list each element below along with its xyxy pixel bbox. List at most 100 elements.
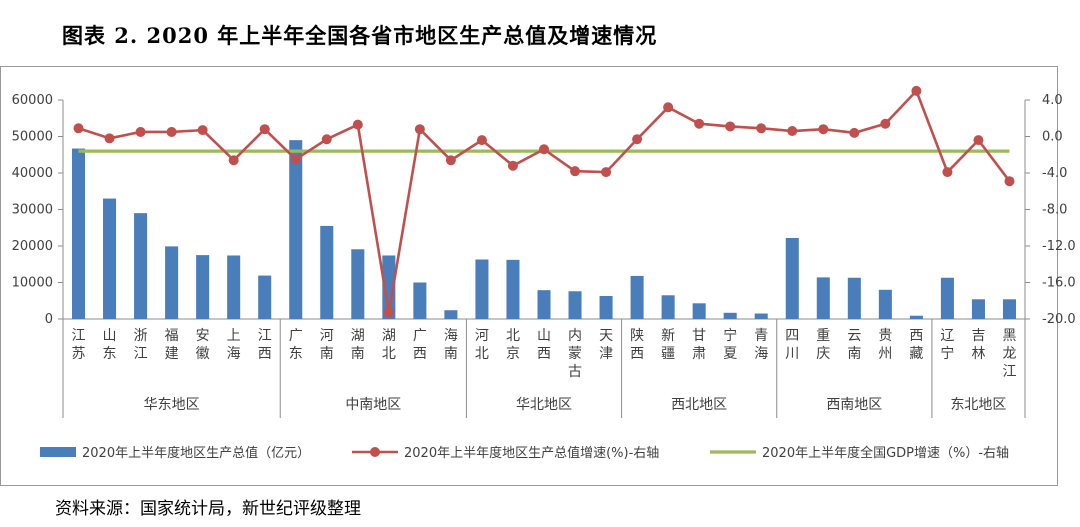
- growth-point-辽宁: [942, 167, 953, 178]
- bar-广东: [289, 140, 303, 319]
- growth-point-宁夏: [725, 121, 736, 132]
- category-label-河南: 河南: [320, 328, 334, 362]
- bar-海南: [444, 310, 458, 319]
- growth-point-四川: [787, 126, 798, 137]
- bar-河南: [320, 225, 334, 319]
- category-label-天津: 天津: [599, 328, 613, 362]
- category-label-上海: 上海: [227, 328, 241, 362]
- bar-河北: [475, 259, 489, 319]
- growth-point-湖北: [383, 307, 394, 318]
- bar-四川: [785, 237, 799, 319]
- category-label-河北: 河北: [475, 328, 489, 362]
- category-label-四川: 四川: [785, 328, 799, 362]
- bar-辽宁: [940, 277, 954, 319]
- bar-上海: [227, 255, 241, 319]
- group-label-华北地区: 华北地区: [516, 397, 572, 413]
- category-label-西藏: 西藏: [909, 328, 923, 362]
- legend-swatch-gdp-value: [40, 447, 76, 457]
- bar-广西: [413, 282, 427, 319]
- category-label-江苏: 江苏: [72, 328, 86, 362]
- bar-福建: [165, 246, 179, 319]
- bar-安徽: [196, 255, 210, 319]
- category-label-江西: 江西: [258, 328, 272, 362]
- category-label-北京: 北京: [506, 328, 520, 362]
- category-label-贵州: 贵州: [878, 328, 892, 362]
- growth-point-河南: [321, 134, 332, 145]
- left-tick-label: 10000: [12, 276, 53, 291]
- growth-point-云南: [849, 127, 860, 138]
- left-tick-label: 50000: [12, 130, 53, 145]
- category-label-重庆: 重庆: [816, 328, 830, 362]
- growth-point-青海: [756, 123, 767, 134]
- growth-point-天津: [601, 167, 612, 178]
- bar-宁夏: [723, 312, 737, 319]
- category-label-海南: 海南: [444, 328, 458, 362]
- category-label-山东: 山东: [103, 328, 117, 362]
- bar-北京: [506, 259, 520, 319]
- legend-label-national-growth: 2020年上半年度全国GDP增速（%）-右轴: [762, 445, 1009, 461]
- right-tick-label: -4.0: [1042, 166, 1067, 181]
- growth-point-浙江: [135, 126, 146, 137]
- left-tick-label: 40000: [12, 166, 53, 181]
- bar-浙江: [134, 213, 148, 319]
- bar-新疆: [661, 295, 675, 319]
- category-label-湖北: 湖北: [382, 328, 396, 362]
- growth-point-江西: [259, 124, 270, 135]
- category-label-甘肃: 甘肃: [692, 328, 706, 362]
- growth-point-北京: [507, 160, 518, 171]
- left-tick-label: 60000: [12, 93, 53, 108]
- bar-黑龙江: [1002, 299, 1017, 319]
- growth-point-贵州: [880, 118, 891, 129]
- group-label-东北地区: 东北地区: [950, 397, 1006, 413]
- growth-point-新疆: [663, 102, 674, 113]
- growth-point-黑龙江: [1004, 176, 1015, 187]
- category-label-云南: 云南: [847, 328, 861, 362]
- right-tick-label: 0.0: [1042, 130, 1063, 145]
- growth-point-重庆: [818, 124, 829, 135]
- category-label-山西: 山西: [537, 328, 551, 362]
- category-label-内蒙古: 内蒙古: [568, 328, 582, 380]
- group-label-西南地区: 西南地区: [826, 397, 882, 413]
- growth-point-安徽: [197, 125, 208, 136]
- legend-label-regional-growth: 2020年上半年度地区生产总值增速(%)-右轴: [404, 445, 659, 461]
- bar-湖北: [382, 255, 396, 319]
- left-tick-label: 20000: [12, 239, 53, 254]
- bar-天津: [599, 296, 613, 319]
- growth-point-吉林: [973, 135, 984, 146]
- category-label-陕西: 陕西: [630, 328, 644, 362]
- legend-swatch-regional-growth-marker: [370, 447, 380, 457]
- growth-point-福建: [166, 126, 177, 137]
- right-tick-label: -8.0: [1042, 203, 1067, 218]
- growth-point-山西: [539, 144, 549, 155]
- bar-贵州: [878, 289, 892, 319]
- bar-青海: [754, 313, 768, 319]
- growth-point-湖南: [352, 119, 363, 130]
- left-tick-label: 30000: [12, 203, 53, 218]
- growth-point-广东: [290, 154, 301, 165]
- bar-湖南: [351, 249, 365, 319]
- bar-西藏: [909, 315, 923, 319]
- regional-growth-line: [78, 89, 1011, 314]
- group-label-中南地区: 中南地区: [345, 397, 401, 413]
- category-label-吉林: 吉林: [971, 328, 985, 362]
- bar-山西: [537, 290, 551, 319]
- growth-point-西藏: [911, 85, 922, 96]
- bar-甘肃: [692, 303, 706, 319]
- source-note: 资料来源：国家统计局，新世纪评级整理: [55, 499, 361, 519]
- chart-title: 图表 2. 2020 年上半年全国各省市地区生产总值及增速情况: [62, 23, 658, 48]
- growth-point-河北: [476, 135, 487, 146]
- group-label-西北地区: 西北地区: [671, 397, 727, 413]
- bar-江西: [258, 275, 272, 319]
- group-label-华东地区: 华东地区: [144, 397, 200, 413]
- bar-内蒙古: [568, 291, 582, 319]
- category-label-福建: 福建: [165, 328, 179, 362]
- growth-point-内蒙古: [570, 166, 581, 177]
- right-tick-label: -20.0: [1042, 312, 1076, 327]
- bar-云南: [847, 277, 861, 319]
- growth-point-甘肃: [694, 118, 705, 129]
- growth-point-山东: [104, 133, 115, 144]
- left-tick-label: 0: [45, 312, 53, 327]
- category-label-新疆: 新疆: [661, 328, 675, 362]
- category-label-黑龙江: 黑龙江: [1002, 328, 1016, 380]
